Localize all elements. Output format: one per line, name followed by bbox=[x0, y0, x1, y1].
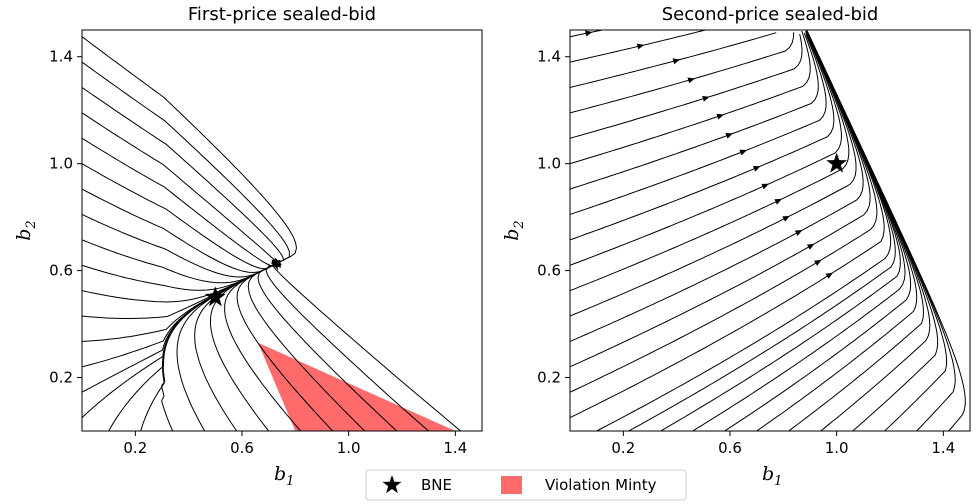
legend-minty-label: Violation Minty bbox=[545, 476, 657, 494]
axes-frame bbox=[569, 29, 971, 432]
streamline-arrow bbox=[725, 132, 734, 139]
streamline bbox=[140, 260, 280, 431]
streamline-arrow bbox=[782, 215, 790, 222]
streamline bbox=[570, 34, 857, 317]
x-tick-label: 1.4 bbox=[443, 439, 467, 457]
streamlines bbox=[82, 36, 462, 431]
streamline bbox=[570, 30, 602, 38]
streamline bbox=[82, 214, 281, 278]
streamline bbox=[82, 260, 282, 303]
x-tick-label: 0.2 bbox=[611, 439, 635, 457]
streamline bbox=[570, 34, 827, 215]
axes-frame bbox=[81, 29, 483, 432]
x-tick-label: 0.6 bbox=[718, 439, 742, 457]
streamline-arrow bbox=[825, 272, 834, 279]
y-tick-label: 1.4 bbox=[537, 48, 561, 66]
bne-marker bbox=[204, 286, 226, 307]
y-axis-label: b2 bbox=[13, 220, 39, 240]
y-tick-label: 0.2 bbox=[537, 369, 561, 387]
streamline bbox=[82, 61, 290, 267]
x-tick-label: 1.4 bbox=[931, 439, 955, 457]
streamline bbox=[806, 31, 966, 431]
streamline bbox=[82, 87, 285, 267]
streamline bbox=[807, 32, 956, 431]
panel-1: 0.2 0.6 1.0 1.4 0.2 0.6 1.0 1.4 First-price seal… bbox=[13, 4, 483, 489]
streamline bbox=[570, 33, 803, 139]
y-axis-label: b2 bbox=[501, 220, 527, 240]
panel-2: 0.2 0.6 1.0 1.4 0.2 0.6 1.0 1.4 Second-price sea… bbox=[501, 4, 971, 489]
streamlines bbox=[570, 30, 966, 431]
streamline-arrow bbox=[814, 259, 822, 266]
streamline bbox=[570, 32, 795, 114]
streamline bbox=[570, 30, 864, 342]
streamline-arrow bbox=[716, 113, 725, 120]
x-tick-label: 0.2 bbox=[123, 439, 147, 457]
streamline bbox=[628, 33, 896, 431]
streamline-arrow bbox=[702, 95, 710, 102]
x-tick-label: 1.0 bbox=[825, 439, 849, 457]
y-tick-label: 1.4 bbox=[49, 48, 73, 66]
y-tick-label: 0.2 bbox=[49, 369, 73, 387]
legend-frame bbox=[365, 469, 687, 501]
x-axis-label: b1 bbox=[762, 463, 782, 489]
streamline bbox=[271, 260, 462, 431]
streamline-arrow bbox=[794, 230, 803, 236]
minty-violation-region bbox=[258, 342, 456, 431]
legend-minty-swatch bbox=[501, 476, 522, 494]
streamline bbox=[570, 31, 835, 241]
bne-marker bbox=[826, 152, 848, 173]
streamline bbox=[108, 261, 281, 431]
streamline bbox=[570, 33, 850, 292]
y-tick-label: 1.0 bbox=[49, 155, 73, 173]
streamline bbox=[660, 33, 901, 431]
y-tick-label: 1.0 bbox=[537, 155, 561, 173]
streamline bbox=[82, 239, 280, 284]
streamline-arrow bbox=[636, 43, 645, 50]
streamline-arrow bbox=[774, 198, 783, 205]
x-axis-label: b1 bbox=[274, 463, 294, 489]
streamline bbox=[570, 32, 777, 88]
streamline-arrow bbox=[739, 149, 748, 156]
streamline bbox=[806, 30, 939, 431]
streamline bbox=[596, 30, 892, 431]
x-tick-label: 0.6 bbox=[230, 439, 254, 457]
streamline-arrow bbox=[687, 77, 696, 84]
streamline bbox=[570, 30, 811, 165]
streamline bbox=[570, 30, 871, 368]
chart-title: First-price sealed-bid bbox=[188, 4, 376, 25]
y-tick-label: 0.6 bbox=[537, 262, 561, 280]
legend: BNE Violation Minty bbox=[365, 469, 687, 501]
streamline-arrow bbox=[761, 183, 769, 190]
x-tick-label: 1.0 bbox=[337, 439, 361, 457]
chart-title: Second-price sealed-bid bbox=[662, 4, 879, 25]
streamline bbox=[82, 36, 298, 271]
streamline bbox=[570, 30, 706, 63]
legend-bne-label: BNE bbox=[421, 476, 452, 494]
streamline-arrow bbox=[672, 58, 681, 65]
streamline bbox=[570, 32, 885, 419]
streamline-arrow bbox=[752, 166, 761, 172]
streamline-arrow bbox=[806, 243, 815, 250]
streamline bbox=[788, 32, 925, 431]
legend-bne-marker bbox=[382, 475, 402, 494]
streamline-arrow bbox=[585, 30, 593, 37]
y-tick-label: 0.6 bbox=[49, 262, 73, 280]
